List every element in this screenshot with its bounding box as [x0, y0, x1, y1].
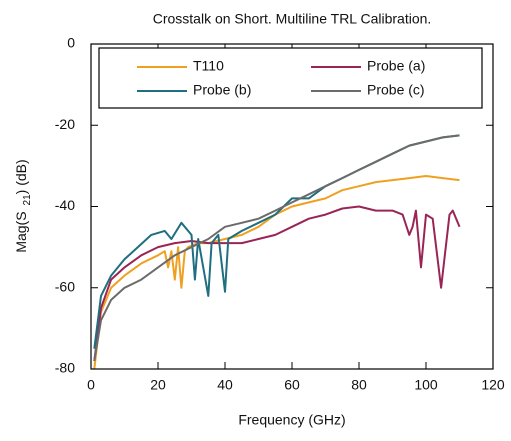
x-tick-label: 120 — [481, 377, 505, 393]
y-tick-label: -20 — [55, 116, 75, 132]
y-label-part: ) (dB) — [13, 159, 29, 194]
y-label-sub: 21 — [22, 194, 33, 206]
y-tick-label: -40 — [55, 197, 75, 213]
x-axis-label: Frequency (GHz) — [238, 412, 345, 428]
y-tick-label: -60 — [55, 278, 75, 294]
x-tick-label: 40 — [217, 377, 233, 393]
series-line — [93, 205, 461, 362]
legend-label: T110 — [193, 58, 224, 74]
x-tick-label: 60 — [284, 377, 300, 393]
legend-box — [98, 47, 483, 109]
x-tick-label: 80 — [351, 377, 367, 393]
plot-frame — [90, 43, 494, 370]
y-tick-label: -80 — [55, 360, 75, 376]
legend-label: Probe (a) — [367, 58, 425, 74]
chart-title: Crosstalk on Short. Multiline TRL Calibr… — [153, 11, 432, 27]
y-label-part: Mag(S — [13, 211, 29, 252]
y-tick-label: 0 — [67, 35, 75, 51]
x-tick-label: 100 — [414, 377, 438, 393]
legend-label: Probe (c) — [367, 82, 425, 98]
series-line — [93, 134, 460, 349]
y-axis-label: Mag(S 21) (dB) — [13, 159, 33, 252]
legend-label: Probe (b) — [193, 82, 251, 98]
series-line — [93, 134, 460, 362]
x-tick-label: 20 — [150, 377, 166, 393]
x-tick-label: 0 — [87, 377, 95, 393]
series-line — [93, 175, 460, 370]
